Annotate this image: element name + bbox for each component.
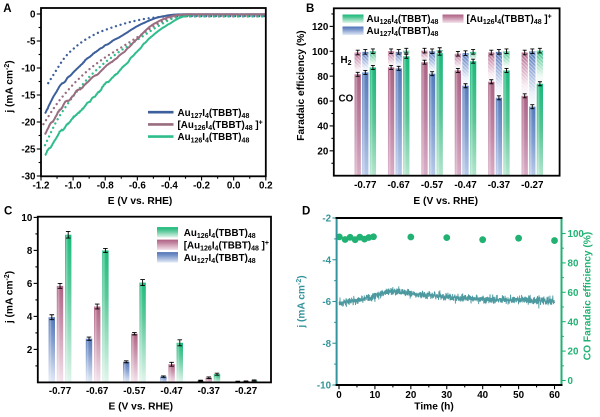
svg-text:10: 10 <box>21 213 32 224</box>
svg-text:-0.37: -0.37 <box>198 386 221 397</box>
svg-text:-10: -10 <box>21 64 36 75</box>
svg-text:Au126I4(TBBT)48: Au126I4(TBBT)48 <box>184 228 256 240</box>
svg-text:-0.47: -0.47 <box>160 386 183 397</box>
svg-text:50: 50 <box>513 390 524 401</box>
svg-text:[Au126I4(TBBT)48 ]+: [Au126I4(TBBT)48 ]+ <box>178 119 263 132</box>
svg-text:-0.77: -0.77 <box>354 180 377 191</box>
svg-text:100: 100 <box>568 229 585 240</box>
svg-text:6: 6 <box>27 279 33 290</box>
svg-text:j (mA cm-2): j (mA cm-2) <box>4 271 16 324</box>
svg-text:-0.67: -0.67 <box>388 180 411 191</box>
svg-text:-6: -6 <box>322 297 331 308</box>
svg-text:2: 2 <box>27 345 33 356</box>
svg-text:E (V vs. RHE): E (V vs. RHE) <box>109 401 174 412</box>
svg-text:0: 0 <box>336 390 342 401</box>
svg-text:Au127I4(TBBT)48: Au127I4(TBBT)48 <box>178 108 250 120</box>
svg-text:Faradaic efficiency (%): Faradaic efficiency (%) <box>296 30 307 140</box>
svg-text:E (V vs. RHE): E (V vs. RHE) <box>413 196 478 207</box>
svg-text:20: 20 <box>405 390 416 401</box>
svg-text:-8: -8 <box>322 339 331 350</box>
svg-text:0: 0 <box>568 376 574 387</box>
svg-text:60: 60 <box>317 97 328 108</box>
svg-text:Au126I4(TBBT)48: Au126I4(TBBT)48 <box>178 132 250 144</box>
svg-text:-0.6: -0.6 <box>129 180 146 191</box>
svg-text:Au127I4(TBBT)48: Au127I4(TBBT)48 <box>367 26 439 38</box>
svg-text:20: 20 <box>317 146 328 157</box>
svg-text:8: 8 <box>27 246 33 257</box>
svg-text:j (mA cm-2): j (mA cm-2) <box>4 60 16 113</box>
svg-text:40: 40 <box>317 122 328 133</box>
svg-text:-0.27: -0.27 <box>235 386 258 397</box>
svg-text:B: B <box>306 3 314 15</box>
svg-text:C: C <box>4 205 12 217</box>
svg-text:-0.57: -0.57 <box>421 180 444 191</box>
svg-text:-30: -30 <box>21 172 36 183</box>
svg-text:E (V vs. RHE): E (V vs. RHE) <box>108 196 173 207</box>
svg-text:A: A <box>3 3 11 15</box>
svg-text:D: D <box>302 205 310 217</box>
svg-text:10: 10 <box>369 390 380 401</box>
svg-text:-20: -20 <box>21 118 36 129</box>
svg-text:-0.2: -0.2 <box>193 180 210 191</box>
svg-text:40: 40 <box>477 390 488 401</box>
svg-text:-0.77: -0.77 <box>49 386 72 397</box>
svg-text:-0.67: -0.67 <box>86 386 109 397</box>
svg-text:-1.0: -1.0 <box>65 180 82 191</box>
svg-text:60: 60 <box>568 288 579 299</box>
svg-text:-4: -4 <box>322 255 331 266</box>
svg-text:CO Faradaic efficiency (%): CO Faradaic efficiency (%) <box>583 232 594 361</box>
svg-text:-10: -10 <box>317 381 332 392</box>
svg-text:[Au126I4(TBBT)48 ]+: [Au126I4(TBBT)48 ]+ <box>467 13 552 26</box>
svg-text:[Au126I4(TBBT)48 ]+: [Au126I4(TBBT)48 ]+ <box>184 240 269 253</box>
svg-text:-15: -15 <box>21 91 36 102</box>
svg-text:30: 30 <box>441 390 452 401</box>
svg-text:-5: -5 <box>27 37 36 48</box>
svg-text:80: 80 <box>568 259 579 270</box>
svg-text:60: 60 <box>549 390 560 401</box>
svg-text:-0.8: -0.8 <box>97 180 114 191</box>
svg-text:40: 40 <box>568 317 579 328</box>
svg-text:-0.47: -0.47 <box>454 180 477 191</box>
svg-text:0.2: 0.2 <box>259 180 273 191</box>
svg-text:-0.27: -0.27 <box>521 180 544 191</box>
svg-text:-2: -2 <box>322 214 331 225</box>
svg-text:Au127I4(TBBT)48: Au127I4(TBBT)48 <box>184 253 256 265</box>
svg-text:Time (h): Time (h) <box>414 402 453 413</box>
svg-text:100: 100 <box>312 47 329 58</box>
svg-text:80: 80 <box>317 72 328 83</box>
svg-text:-25: -25 <box>21 145 36 156</box>
svg-text:0: 0 <box>30 10 36 21</box>
svg-text:120: 120 <box>312 22 329 33</box>
svg-text:-0.4: -0.4 <box>161 180 178 191</box>
svg-text:-1.2: -1.2 <box>33 180 50 191</box>
svg-text:-0.57: -0.57 <box>123 386 146 397</box>
svg-text:Au126I4(TBBT)48: Au126I4(TBBT)48 <box>367 14 439 26</box>
svg-text:-0.37: -0.37 <box>488 180 511 191</box>
svg-text:20: 20 <box>568 347 579 358</box>
svg-text:CO: CO <box>339 94 354 105</box>
svg-text:j (mA cm-2): j (mA cm-2) <box>296 275 308 328</box>
svg-text:H2: H2 <box>341 55 352 67</box>
svg-text:4: 4 <box>27 312 33 323</box>
svg-text:0.0: 0.0 <box>227 180 241 191</box>
